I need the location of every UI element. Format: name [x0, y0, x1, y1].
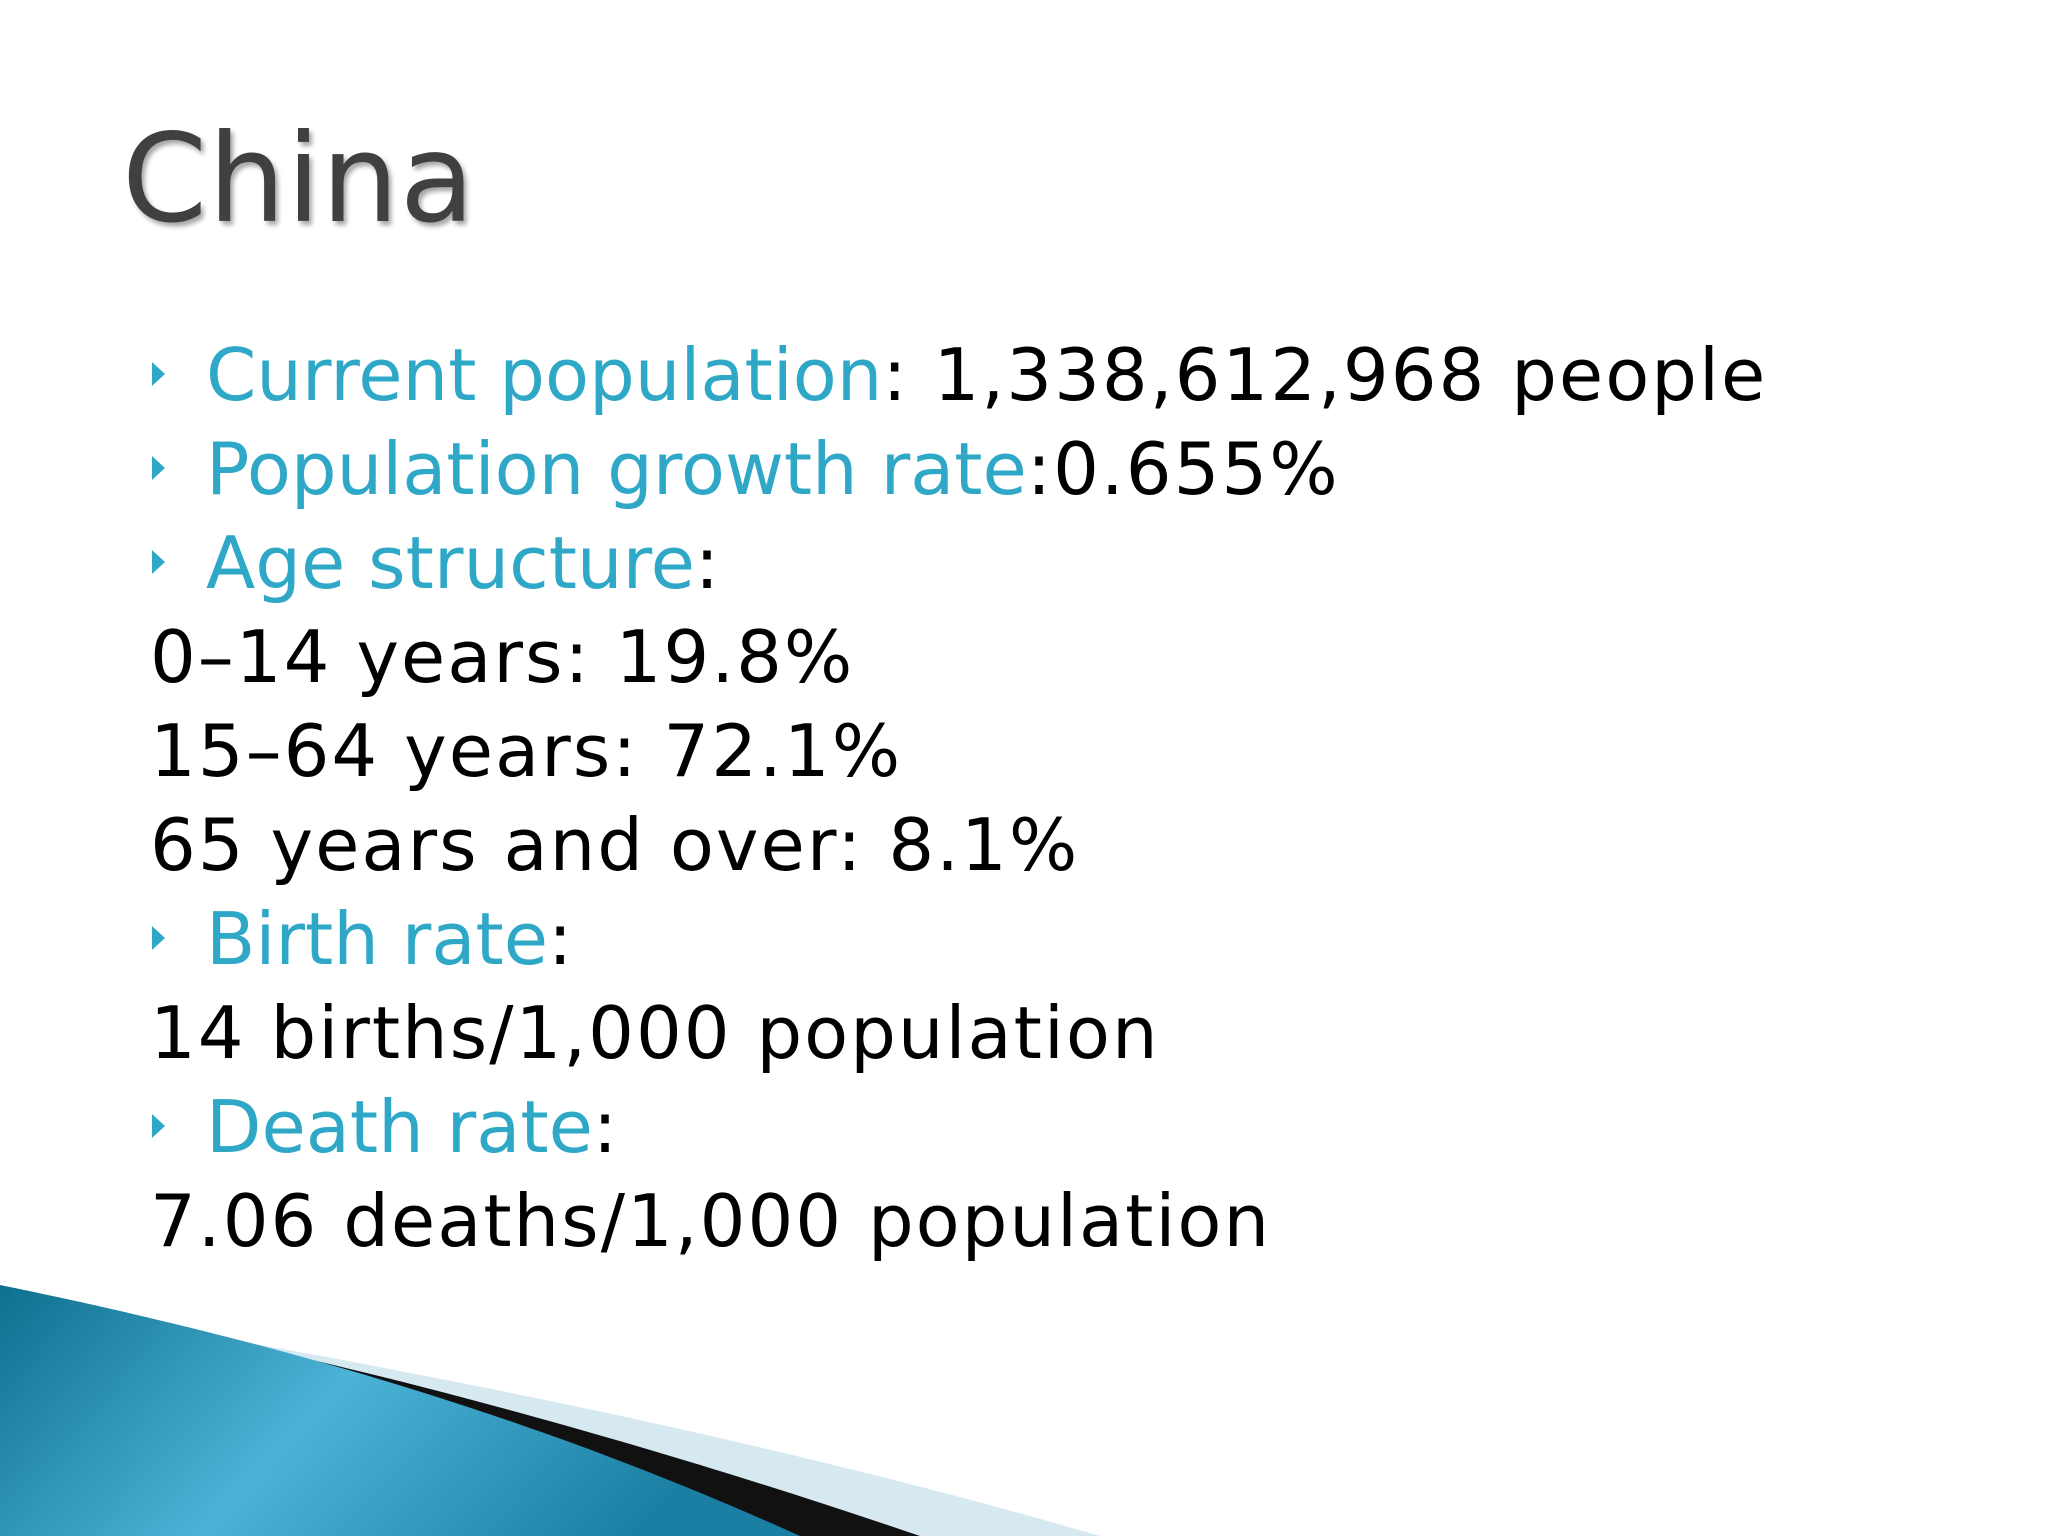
- detail-line: 14 births/1,000 population: [150, 991, 1160, 1075]
- bullet-item: Population growth rate:0.655%: [0, 422, 1340, 516]
- detail-line: 65 years and over: 8.1%: [150, 803, 1080, 887]
- item-value: :: [548, 897, 575, 981]
- item-value: :: [694, 521, 722, 605]
- item-label: Current population: [206, 333, 883, 417]
- item-value: :: [592, 1085, 620, 1169]
- item-value: : 1,338,612,968 people: [882, 333, 1768, 417]
- bullet-marker: [152, 362, 165, 386]
- bullet-item: Current population: 1,338,612,968 people: [0, 328, 1767, 422]
- slide-title: China: [122, 108, 476, 250]
- item-label: Age structure: [206, 521, 695, 605]
- bullet-marker: [152, 456, 165, 480]
- bullet-item: Death rate:: [0, 1080, 619, 1174]
- bullet-item: Birth rate:: [0, 892, 574, 986]
- detail-line: 7.06 deaths/1,000 population: [150, 1179, 1272, 1263]
- item-value: :0.655%: [1026, 427, 1340, 511]
- detail-line: 15–64 years: 72.1%: [150, 709, 903, 793]
- bullet-item: Age structure:: [0, 516, 721, 610]
- item-label: Birth rate: [206, 897, 548, 981]
- detail-line: 0–14 years: 19.8%: [150, 615, 855, 699]
- bullet-marker: [152, 1114, 165, 1138]
- bullet-marker: [152, 550, 165, 574]
- item-label: Population growth rate: [206, 427, 1027, 511]
- item-label: Death rate: [206, 1085, 593, 1169]
- bullet-marker: [152, 926, 165, 950]
